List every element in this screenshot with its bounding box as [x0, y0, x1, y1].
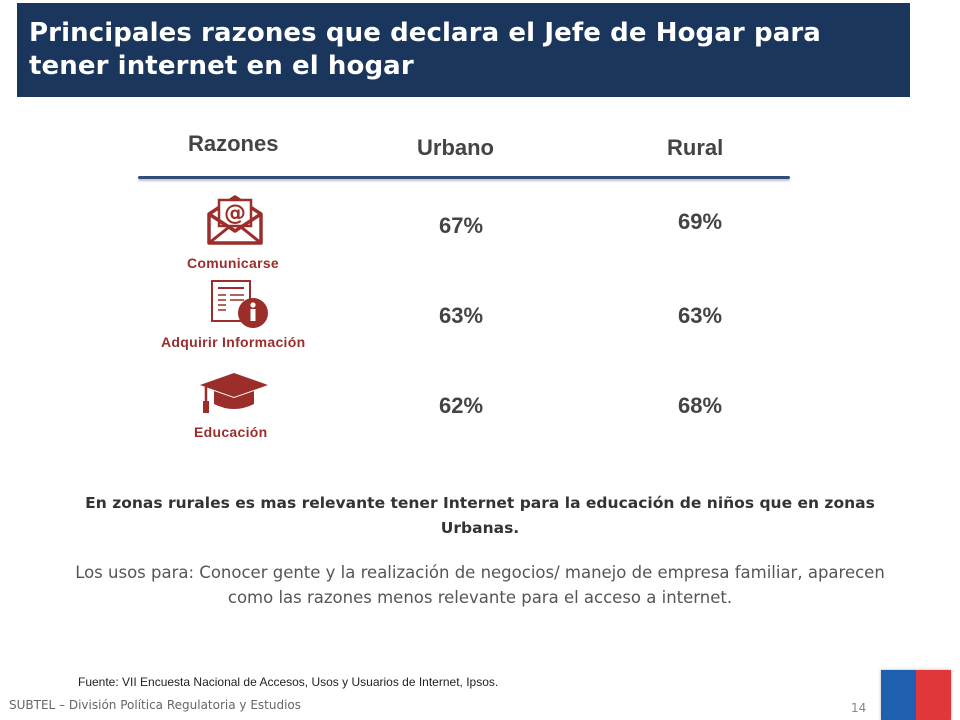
footer-organization: SUBTEL – División Política Regulatoria y…: [9, 698, 302, 712]
chile-flag-logo: [881, 670, 951, 720]
column-header-razones: Razones: [188, 131, 279, 156]
reason-label-comunicarse: Comunicarse: [187, 255, 279, 271]
title-banner: Principales razones que declara el Jefe …: [17, 3, 910, 97]
insight-note-bold: En zonas rurales es mas relevante tener …: [85, 494, 875, 537]
rural-value-comunicarse: 69%: [678, 209, 723, 234]
reason-label-educacion: Educación: [194, 424, 268, 440]
page-title: Principales razones que declara el Jefe …: [29, 17, 896, 83]
header-divider: [138, 176, 790, 179]
urban-value-educacion: 62%: [439, 393, 484, 418]
source-citation: Fuente: VII Encuesta Nacional de Accesos…: [78, 675, 499, 689]
urban-value-adquirir-informacion: 63%: [439, 303, 484, 328]
page-title-line2: tener internet en el hogar: [29, 51, 414, 81]
rural-value-educacion: 68%: [678, 393, 723, 418]
mail-icon: @: [207, 195, 263, 245]
column-header-rural: Rural: [667, 135, 724, 160]
insight-note-regular: Los usos para: Conocer gente y la realiz…: [75, 563, 885, 607]
page-title-line1: Principales razones que declara el Jefe …: [29, 18, 821, 48]
page-number: 14: [851, 701, 867, 715]
svg-text:@: @: [224, 201, 246, 226]
graduation-cap-icon: [200, 373, 268, 413]
reason-label-adquirir-informacion: Adquirir Información: [161, 334, 306, 350]
info-document-icon: [211, 280, 268, 328]
column-header-urbano: Urbano: [417, 135, 494, 160]
rural-value-adquirir-informacion: 63%: [678, 303, 723, 328]
urban-value-comunicarse: 67%: [439, 213, 484, 238]
